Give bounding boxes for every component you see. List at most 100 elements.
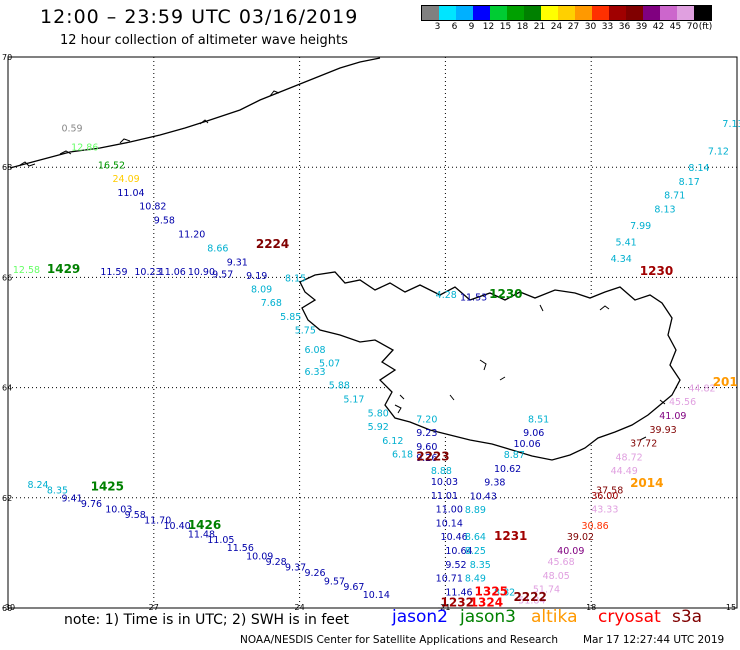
wave-height-value: 10.64	[445, 546, 472, 557]
wave-height-value: 11.01	[431, 491, 458, 502]
iceland-coast-islets	[394, 304, 666, 441]
wave-height-value: 45.68	[547, 557, 574, 568]
wave-height-value: 12.58	[13, 265, 40, 276]
wave-height-value: 8.87	[504, 450, 525, 461]
pass-time-label: 1230	[640, 264, 673, 278]
pass-time-label: 1231	[494, 529, 527, 543]
scale-label: 70	[686, 22, 699, 32]
wave-height-value: 10.40	[164, 521, 191, 532]
wave-height-value: 8.14	[688, 163, 709, 174]
wave-height-value: 9.60	[416, 442, 437, 453]
wave-height-value: 11.56	[227, 543, 254, 554]
wave-height-value: 11.59	[100, 267, 127, 278]
scale-swatch	[422, 6, 439, 20]
pass-time-label: 2222	[513, 590, 546, 604]
scale-label: 45	[669, 22, 682, 32]
pass-time-label: 1325	[475, 584, 508, 598]
wave-height-value: 8.25	[465, 546, 486, 557]
scale-label: 42	[652, 22, 665, 32]
wave-height-value: 7.12	[708, 147, 729, 158]
scale-swatch	[677, 6, 694, 20]
wave-height-value: 9.38	[484, 478, 505, 489]
wave-height-value: 5.07	[319, 359, 340, 370]
wave-height-value: 11.70	[144, 516, 171, 527]
greenland-coastline-detail	[19, 90, 280, 167]
scale-label: (ft)	[698, 22, 713, 32]
wave-height-value: 7.20	[416, 414, 437, 425]
wave-height-value: 11.53	[460, 293, 487, 304]
scale-label: 27	[567, 22, 580, 32]
wave-height-value: 10.14	[436, 518, 463, 529]
scale-label: 21	[533, 22, 546, 32]
scale-swatch	[575, 6, 592, 20]
wave-height-value: 36.00	[591, 491, 618, 502]
wave-height-readings: 0.5912.8616.5224.0911.0410.829.5811.208.…	[13, 119, 740, 607]
axis-labels: 70 68 66 64 62 60-30 -27 -24 -21 -18 -15	[2, 53, 736, 613]
lat-label: 62	[2, 494, 12, 503]
wave-height-value: 10.14	[363, 590, 390, 601]
lon-label: -30	[2, 603, 15, 612]
scale-swatch	[456, 6, 473, 20]
wave-height-value: 9.23	[416, 428, 437, 439]
scale-label: 24	[550, 22, 563, 32]
wave-height-value: 9.37	[285, 563, 306, 574]
pass-time-label: 1425	[91, 480, 124, 494]
wave-height-value: 7.68	[261, 298, 282, 309]
wave-height-value: 43.33	[591, 505, 618, 516]
scale-label: 9	[468, 22, 475, 32]
wave-height-value: 9.57	[212, 269, 233, 280]
lon-label: -18	[583, 603, 596, 612]
wave-height-value: 40.09	[557, 546, 584, 557]
wave-height-value: 9.26	[416, 453, 437, 464]
wave-height-value: 16.52	[98, 160, 125, 171]
wave-height-value: 8.82	[494, 587, 515, 598]
wave-height-value: 8.89	[465, 505, 486, 516]
legend-s3a: s3a	[672, 607, 703, 627]
scale-label: 39	[635, 22, 648, 32]
page-subtitle: 12 hour collection of altimeter wave hei…	[60, 33, 348, 48]
wave-height-value: 11.04	[117, 188, 144, 199]
wave-height-value: 5.75	[295, 326, 316, 337]
scale-swatch	[592, 6, 609, 20]
scale-label: 6	[451, 22, 458, 32]
pass-time-label: 1426	[188, 518, 221, 532]
wave-height-value: 12.86	[71, 143, 98, 154]
wave-height-value: 37.58	[596, 485, 623, 496]
lat-label: 70	[2, 53, 12, 62]
wave-height-value: 8.15	[285, 273, 306, 284]
wave-height-value: 5.88	[329, 381, 350, 392]
scale-label: 3	[434, 22, 441, 32]
legend-altika: altika	[531, 607, 578, 627]
wave-height-value: 30.86	[581, 521, 608, 532]
legend-jason3: jason3	[460, 607, 516, 627]
credit-text: NOAA/NESDIS Center for Satellite Applica…	[240, 634, 558, 646]
scale-label: 18	[516, 22, 529, 32]
wave-height-value: 11.06	[159, 267, 186, 278]
wave-height-value: 51.84	[518, 596, 545, 607]
scale-label: 12	[482, 22, 495, 32]
legend-cryosat: cryosat	[598, 607, 661, 627]
lon-label: -15	[723, 603, 736, 612]
scale-swatch	[524, 6, 541, 20]
lon-label: -21	[437, 603, 450, 612]
wave-height-value: 8.35	[47, 485, 68, 496]
pass-time-label: 1324	[470, 595, 503, 609]
wave-height-value: 9.67	[343, 582, 364, 593]
scale-swatch	[643, 6, 660, 20]
pass-time-label: 1429	[47, 262, 80, 276]
wave-height-value: 48.05	[543, 571, 570, 582]
wave-height-value: 9.58	[125, 510, 146, 521]
scale-swatch	[626, 6, 643, 20]
wave-height-value: 5.80	[368, 408, 389, 419]
wave-height-value: 8.24	[27, 480, 48, 491]
pass-time-markers: 2224 1429 2223 1425 1426 1231 1230 1230 201 2014 2…	[47, 237, 738, 609]
wave-height-value: 9.26	[304, 568, 325, 579]
scale-swatch	[541, 6, 558, 20]
scale-label: 33	[601, 22, 614, 32]
lat-label: 66	[2, 273, 12, 282]
wave-height-value: 8.49	[465, 574, 486, 585]
wave-height-value: 5.85	[280, 312, 301, 323]
scale-swatch	[558, 6, 575, 20]
wave-height-value: 48.72	[616, 452, 643, 463]
